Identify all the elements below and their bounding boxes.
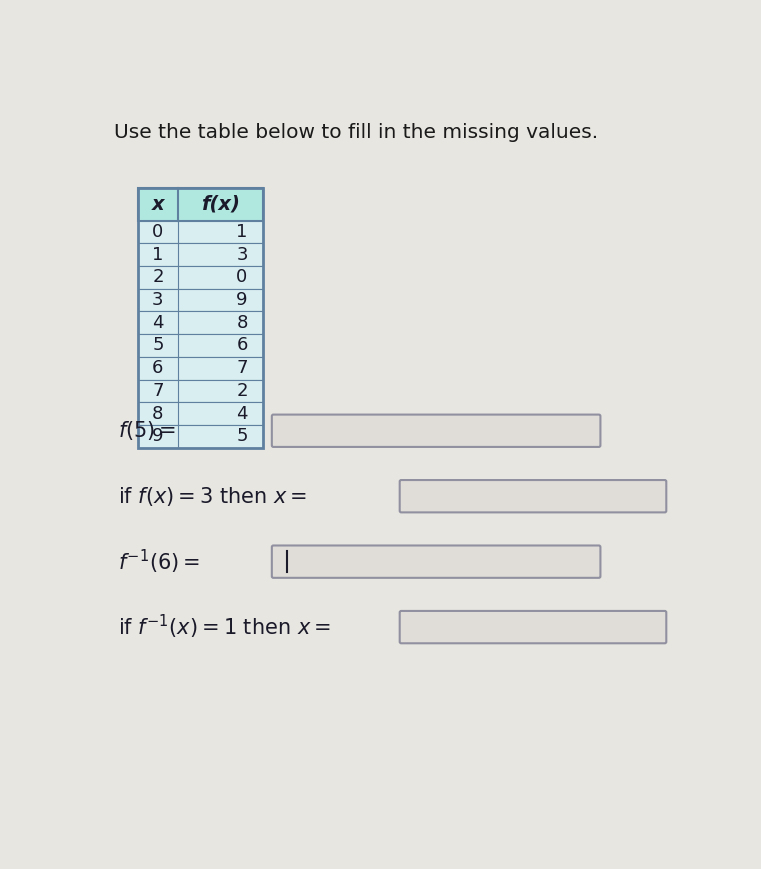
Text: 1: 1	[237, 223, 247, 241]
Text: 2: 2	[236, 381, 248, 400]
Text: if $f(x) = 3$ then $x =$: if $f(x) = 3$ then $x =$	[119, 485, 307, 507]
FancyBboxPatch shape	[400, 480, 667, 513]
Text: 2: 2	[152, 269, 164, 287]
FancyBboxPatch shape	[400, 611, 667, 643]
Bar	[138, 243, 263, 266]
Bar	[138, 334, 263, 357]
Text: 5: 5	[236, 428, 248, 445]
Text: 7: 7	[236, 359, 248, 377]
FancyBboxPatch shape	[272, 546, 600, 578]
Bar	[138, 189, 263, 221]
Text: 6: 6	[152, 359, 164, 377]
Text: 9: 9	[152, 428, 164, 445]
Text: f(x): f(x)	[201, 195, 240, 214]
Text: 0: 0	[152, 223, 164, 241]
FancyBboxPatch shape	[272, 415, 600, 447]
Text: 0: 0	[237, 269, 247, 287]
Text: $f^{-1}(6) =$: $f^{-1}(6) =$	[119, 547, 200, 576]
Text: 1: 1	[152, 246, 164, 263]
Bar	[138, 311, 263, 334]
Text: 6: 6	[237, 336, 247, 355]
Text: 3: 3	[152, 291, 164, 309]
Bar	[138, 402, 263, 425]
Text: 3: 3	[236, 246, 248, 263]
Text: 7: 7	[152, 381, 164, 400]
Text: 8: 8	[237, 314, 247, 332]
Bar	[138, 289, 263, 311]
Bar	[138, 266, 263, 289]
Bar	[138, 380, 263, 402]
Text: 4: 4	[152, 314, 164, 332]
Text: 8: 8	[152, 405, 164, 422]
Text: Use the table below to fill in the missing values.: Use the table below to fill in the missi…	[114, 123, 599, 142]
Text: 5: 5	[152, 336, 164, 355]
Text: 9: 9	[236, 291, 248, 309]
Text: x: x	[151, 195, 164, 214]
Text: if $f^{-1}(x) = 1$ then $x =$: if $f^{-1}(x) = 1$ then $x =$	[119, 613, 331, 641]
Bar	[138, 357, 263, 380]
Text: 4: 4	[236, 405, 248, 422]
Bar	[138, 425, 263, 448]
Text: $f(5) =$: $f(5) =$	[119, 419, 177, 442]
Bar	[138, 221, 263, 243]
Bar	[138, 189, 263, 448]
